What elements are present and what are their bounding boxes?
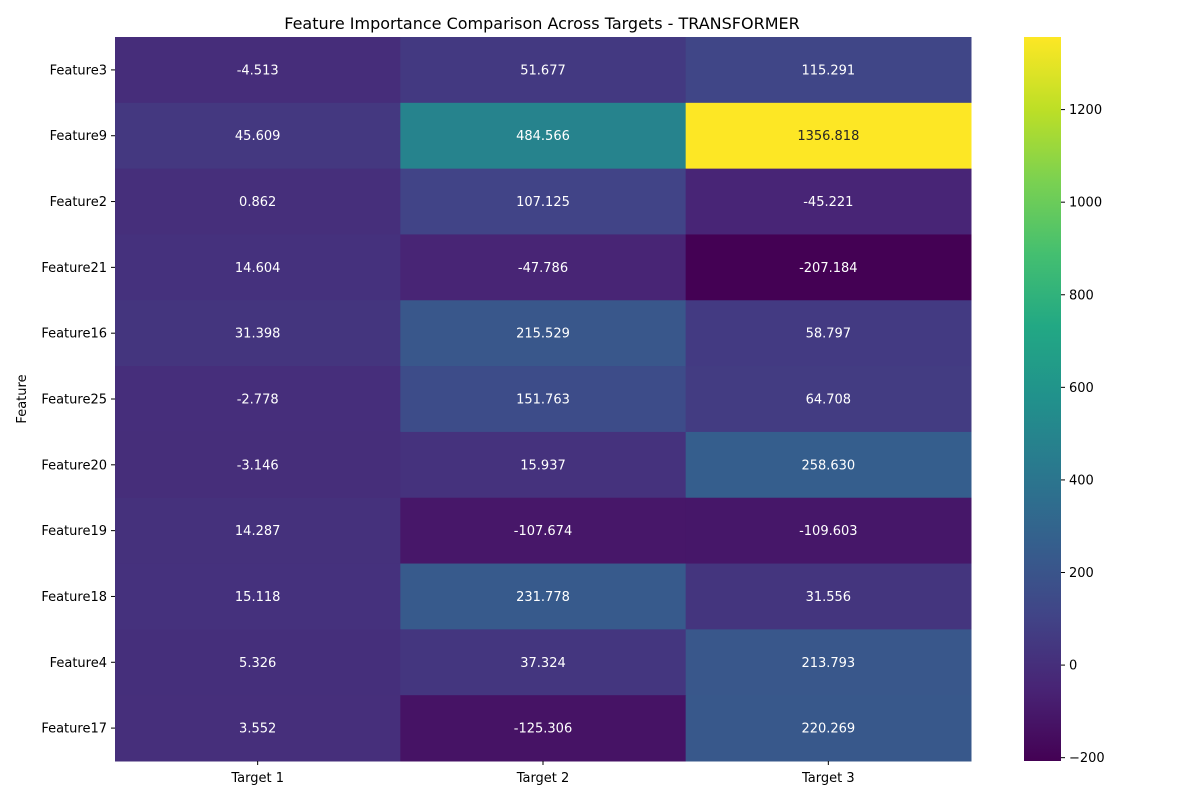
x-tick-labels: Target 1 Target 2 Target 3 bbox=[230, 761, 855, 786]
colorbar-tick-label: 600 bbox=[1069, 381, 1094, 396]
heatmap-cell bbox=[400, 300, 687, 367]
cell-value-label: 107.125 bbox=[516, 195, 570, 210]
cell-value-label: 151.763 bbox=[516, 393, 570, 408]
heatmap-cell bbox=[115, 168, 401, 235]
cell-value-label: -2.778 bbox=[237, 393, 279, 408]
y-tick-label: Feature21 bbox=[41, 261, 107, 276]
heatmap-cell bbox=[685, 168, 972, 235]
heatmap-cell bbox=[400, 37, 687, 104]
colorbar-tick-label: 200 bbox=[1069, 566, 1094, 581]
y-axis-label: Feature bbox=[15, 374, 30, 423]
cell-value-label: 213.793 bbox=[801, 656, 855, 671]
heatmap-cell bbox=[115, 366, 401, 433]
cell-value-label: -3.146 bbox=[237, 458, 279, 473]
heatmap-cell bbox=[685, 102, 972, 170]
heatmap-cell bbox=[115, 234, 401, 301]
colorbar-tick-label: 0 bbox=[1069, 659, 1077, 674]
heatmap-cell bbox=[115, 563, 401, 630]
cell-value-label: 231.778 bbox=[516, 590, 570, 605]
colorbar-tick-label: 800 bbox=[1069, 288, 1094, 303]
cell-value-label: 0.862 bbox=[239, 195, 276, 210]
y-tick-label: Feature16 bbox=[41, 327, 107, 342]
heatmap-cell bbox=[685, 695, 972, 762]
heatmap-cell bbox=[685, 497, 972, 565]
heatmap-cell bbox=[115, 695, 401, 762]
cell-value-label: -125.306 bbox=[514, 722, 572, 737]
x-tick-label: Target 1 bbox=[230, 771, 284, 786]
cell-value-label: 14.287 bbox=[235, 524, 281, 539]
colorbar-tick-label: −200 bbox=[1069, 751, 1105, 766]
heatmap-cell bbox=[400, 234, 687, 301]
heatmap-cell bbox=[115, 102, 401, 170]
y-tick-label: Feature3 bbox=[50, 63, 107, 78]
cell-value-label: -109.603 bbox=[799, 524, 857, 539]
cell-value-label: 258.630 bbox=[801, 458, 855, 473]
cell-value-label: 215.529 bbox=[516, 327, 570, 342]
heatmap-cell bbox=[685, 37, 972, 104]
heatmap-cell bbox=[685, 234, 972, 301]
cell-value-label: 14.604 bbox=[235, 261, 281, 276]
y-tick-label: Feature4 bbox=[50, 656, 107, 671]
cell-value-label: 115.291 bbox=[801, 63, 855, 78]
cell-value-label: 220.269 bbox=[801, 722, 855, 737]
heatmap-cell bbox=[400, 695, 687, 762]
cell-value-label: 51.677 bbox=[520, 63, 566, 78]
colorbar-gradient bbox=[1024, 37, 1061, 761]
cell-value-label: 15.118 bbox=[235, 590, 281, 605]
chart-title: Feature Importance Comparison Across Tar… bbox=[284, 14, 799, 33]
heatmap-cell bbox=[115, 431, 401, 499]
y-tick-label: Feature19 bbox=[41, 524, 107, 539]
cell-value-label: 58.797 bbox=[806, 327, 852, 342]
cell-value-label: 5.326 bbox=[239, 656, 276, 671]
y-tick-label: Feature2 bbox=[50, 195, 107, 210]
cell-value-label: 484.566 bbox=[516, 129, 570, 144]
cell-value-label: 37.324 bbox=[520, 656, 566, 671]
heatmap-cell bbox=[400, 563, 687, 630]
cell-value-label: 45.609 bbox=[235, 129, 281, 144]
cell-value-label: 31.556 bbox=[806, 590, 852, 605]
cell-value-label: -207.184 bbox=[799, 261, 857, 276]
y-tick-labels: Feature3 Feature9 Feature2 Feature21 Feature… bbox=[41, 63, 115, 737]
x-tick-label: Target 3 bbox=[801, 771, 855, 786]
heatmap-cell bbox=[400, 629, 687, 696]
cell-value-label: 31.398 bbox=[235, 327, 281, 342]
y-tick-label: Feature9 bbox=[50, 129, 107, 144]
colorbar-tick-label: 1000 bbox=[1069, 196, 1102, 211]
y-tick-label: Feature17 bbox=[41, 722, 107, 737]
heatmap-cell bbox=[115, 300, 401, 367]
cell-value-label: 15.937 bbox=[520, 458, 566, 473]
y-tick-label: Feature20 bbox=[41, 458, 107, 473]
heatmap-cell bbox=[685, 431, 972, 499]
cell-value-label: 1356.818 bbox=[797, 129, 859, 144]
heatmap-cell bbox=[400, 366, 687, 433]
heatmap-cells: -4.513 51.677 115.291 45.609 484.566 1356.818… bbox=[115, 37, 972, 762]
y-tick-label: Feature25 bbox=[41, 393, 107, 408]
heatmap-cell bbox=[115, 497, 401, 565]
cell-value-label: -4.513 bbox=[237, 63, 279, 78]
heatmap-cell bbox=[400, 497, 687, 565]
heatmap-cell bbox=[115, 37, 401, 104]
heatmap-cell bbox=[115, 629, 401, 696]
x-tick-label: Target 2 bbox=[516, 771, 570, 786]
cell-value-label: -47.786 bbox=[518, 261, 568, 276]
cell-value-label: -45.221 bbox=[803, 195, 853, 210]
colorbar-tick-label: 1200 bbox=[1069, 103, 1102, 118]
cell-value-label: 3.552 bbox=[239, 722, 276, 737]
heatmap-cell bbox=[685, 629, 972, 696]
colorbar: −200 0 200 400 600 800 1000 1200 bbox=[1024, 37, 1105, 766]
cell-value-label: -107.674 bbox=[514, 524, 572, 539]
heatmap-cell bbox=[400, 168, 687, 235]
heatmap-cell bbox=[685, 563, 972, 630]
heatmap-cell bbox=[400, 102, 687, 170]
y-tick-label: Feature18 bbox=[41, 590, 107, 605]
heatmap-cell bbox=[400, 431, 687, 499]
heatmap-cell bbox=[685, 300, 972, 367]
cell-value-label: 64.708 bbox=[806, 393, 852, 408]
heatmap-cell bbox=[685, 366, 972, 433]
colorbar-tick-label: 400 bbox=[1069, 473, 1094, 488]
